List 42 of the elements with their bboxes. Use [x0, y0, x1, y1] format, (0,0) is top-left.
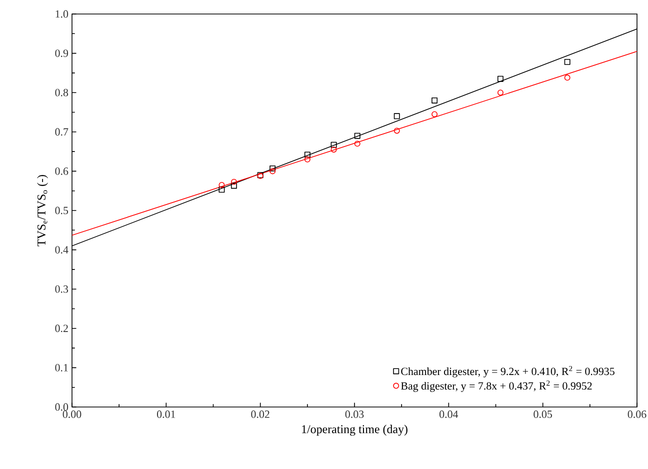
- point: [432, 97, 438, 104]
- y-tick-label: 0.9: [55, 50, 68, 58]
- point: [230, 182, 237, 189]
- point: [394, 113, 400, 120]
- y-tick-label: 0.1: [55, 364, 68, 372]
- y-tick-label: 0.7: [55, 128, 68, 136]
- point: [354, 140, 360, 147]
- y-tick-label: 1.0: [56, 10, 68, 18]
- point: [394, 128, 400, 134]
- y-tick-label: 0.8: [55, 88, 68, 96]
- point: [230, 178, 237, 185]
- point: [432, 111, 438, 118]
- point: [330, 142, 337, 148]
- point: [218, 186, 225, 193]
- y-tick-label: 0.3: [55, 285, 68, 293]
- y-tick-label: 0.6: [55, 167, 68, 175]
- point: [330, 146, 337, 153]
- point: [497, 76, 504, 82]
- point: [564, 74, 570, 81]
- x-tick-label: 0.05: [534, 410, 552, 418]
- y-axis-title: TVS$_{e}$/TVS$_{o}$ (-): [37, 175, 48, 246]
- point: [564, 58, 570, 65]
- y-tick-label: 0.2: [55, 324, 68, 332]
- x-tick-label: 0.01: [157, 410, 176, 418]
- x-axis-title: 1/operating time (day): [302, 424, 408, 436]
- legend-label: Chamber digester, y = 9.2x + 0.410, R$^{2}$ = 0.9935: [401, 366, 614, 378]
- x-tick-label: 0.03: [345, 410, 364, 418]
- point: [497, 90, 504, 96]
- point: [270, 168, 276, 174]
- x-tick-label: 0.00: [62, 410, 82, 418]
- x-tick-label: 0.06: [628, 410, 646, 418]
- x-tick-label: 0.04: [440, 410, 458, 418]
- y-tick-label: 0.5: [55, 206, 68, 214]
- legend-label: Bag digester, y = 7.8x + 0.437, R$^{2}$ = 0.9952: [400, 380, 592, 392]
- y-tick-label: 0.0: [55, 403, 68, 411]
- point: [304, 156, 310, 162]
- point: [304, 152, 310, 158]
- point: [354, 132, 360, 139]
- y-tick-label: 0.4: [55, 246, 68, 254]
- point: [270, 165, 276, 172]
- point: [218, 182, 225, 188]
- x-tick-label: 0.02: [251, 410, 270, 418]
